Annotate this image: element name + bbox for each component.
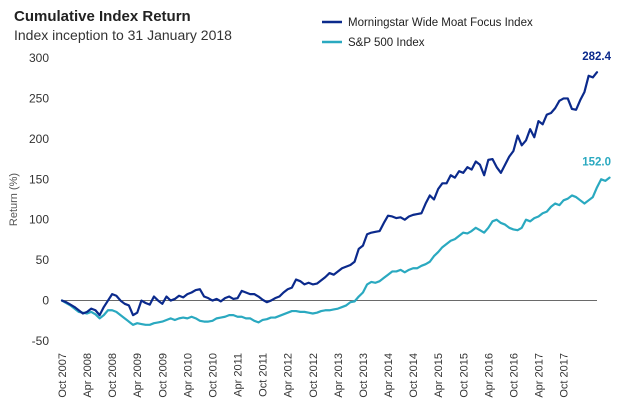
legend-label: Morningstar Wide Moat Focus Index bbox=[348, 17, 533, 29]
y-tick-label: 250 bbox=[29, 91, 49, 105]
legend-label: S&P 500 Index bbox=[348, 37, 425, 49]
x-tick-label: Oct 2014 bbox=[408, 353, 420, 398]
x-tick-label: Oct 2011 bbox=[258, 353, 270, 397]
y-tick-label: 100 bbox=[29, 213, 49, 227]
y-axis-label: Return (%) bbox=[8, 173, 20, 226]
y-tick-label: -50 bbox=[32, 334, 50, 348]
x-tick-label: Oct 2010 bbox=[207, 353, 219, 398]
x-tick-label: Apr 2009 bbox=[132, 353, 144, 398]
x-tick-label: Apr 2013 bbox=[333, 353, 345, 398]
x-tick-label: Oct 2007 bbox=[57, 353, 69, 398]
y-tick-label: 200 bbox=[29, 132, 49, 146]
x-tick-label: Apr 2017 bbox=[533, 353, 545, 398]
x-tick-label: Oct 2013 bbox=[358, 353, 370, 398]
x-tick-label: Oct 2008 bbox=[107, 353, 119, 398]
y-tick-label: 50 bbox=[36, 253, 50, 267]
series-line-0 bbox=[60, 71, 599, 317]
x-tick-label: Apr 2016 bbox=[483, 353, 495, 398]
y-tick-label: 300 bbox=[29, 51, 49, 65]
series-line-1 bbox=[60, 176, 611, 326]
end-value-label: 152.0 bbox=[582, 157, 611, 169]
end-value-label: 282.4 bbox=[582, 51, 611, 63]
x-tick-label: Apr 2015 bbox=[433, 353, 445, 398]
x-tick-label: Oct 2009 bbox=[157, 353, 169, 398]
x-tick-label: Oct 2017 bbox=[559, 353, 571, 398]
x-tick-label: Apr 2011 bbox=[233, 353, 245, 397]
x-tick-label: Oct 2015 bbox=[458, 353, 470, 398]
y-tick-label: 0 bbox=[42, 294, 49, 308]
x-tick-label: Apr 2012 bbox=[283, 353, 295, 398]
chart-title: Cumulative Index Return bbox=[14, 8, 191, 25]
x-tick-label: Apr 2010 bbox=[182, 353, 194, 398]
x-tick-label: Oct 2016 bbox=[508, 353, 520, 398]
y-tick-label: 150 bbox=[29, 172, 49, 186]
chart-subtitle: Index inception to 31 January 2018 bbox=[14, 27, 232, 43]
x-tick-label: Apr 2008 bbox=[82, 353, 94, 398]
x-tick-label: Oct 2012 bbox=[308, 353, 320, 398]
x-tick-label: Apr 2014 bbox=[383, 353, 395, 398]
